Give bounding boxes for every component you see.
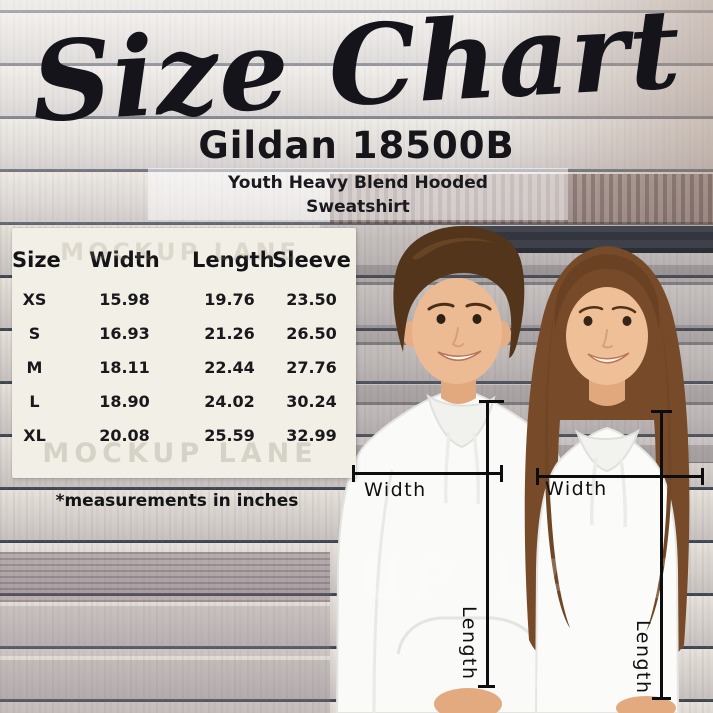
- girl-length-line-top-cap: [651, 410, 672, 413]
- boy-width-line: [353, 472, 503, 475]
- table-cell: M: [26, 358, 43, 377]
- table-cell: L: [29, 392, 40, 411]
- table-header-sleeve: Sleeve: [272, 248, 351, 272]
- product-name: Gildan 18500B: [198, 124, 515, 167]
- subtitle-line1: Youth Heavy Blend Hooded: [228, 173, 488, 193]
- size-table: Size Width Length Sleeve XS 15.98 19.76 …: [12, 240, 356, 454]
- boy-length-line-top-cap: [479, 400, 504, 403]
- table-cell: 19.76: [204, 290, 255, 309]
- table-cell: 30.24: [286, 392, 337, 411]
- table-cell: XL: [23, 426, 46, 445]
- girl-width-line: [537, 475, 704, 478]
- size-table-panel: Size Width Length Sleeve XS 15.98 19.76 …: [12, 228, 356, 478]
- girl-width-line-right-cap: [701, 468, 704, 485]
- table-cell: 26.50: [286, 324, 337, 343]
- table-cell: 32.99: [286, 426, 337, 445]
- table-header-width: Width: [89, 248, 160, 272]
- table-cell: 27.76: [286, 358, 337, 377]
- table-cell: 20.08: [99, 426, 150, 445]
- measurements-footnote: *measurements in inches: [55, 491, 299, 511]
- boy-length-label: Length: [458, 606, 480, 681]
- boy-width-line-left-cap: [352, 465, 355, 482]
- boy-length-line: [486, 401, 489, 688]
- table-cell: 21.26: [204, 324, 255, 343]
- table-cell: XS: [22, 290, 47, 309]
- table-cell: S: [28, 324, 41, 343]
- table-header-length: Length: [192, 248, 275, 272]
- wood-mauve-plank-1: [0, 552, 330, 602]
- table-cell: 22.44: [204, 358, 255, 377]
- subtitle-line2: Sweatshirt: [306, 197, 410, 217]
- girl-length-label: Length: [632, 620, 654, 695]
- table-cell: 15.98: [99, 290, 150, 309]
- table-cell: 18.90: [99, 392, 150, 411]
- table-cell: 24.02: [204, 392, 255, 411]
- table-cell: 16.93: [99, 324, 150, 343]
- table-cell: 23.50: [286, 290, 337, 309]
- wood-mauve-plank-3: [0, 660, 330, 713]
- table-header-size: Size: [12, 248, 61, 272]
- girl-length-line: [660, 411, 663, 700]
- wood-mauve-plank-2: [0, 606, 330, 656]
- girl-length-line-bottom-cap: [652, 697, 671, 700]
- table-cell: 25.59: [204, 426, 255, 445]
- boy-width-line-right-cap: [500, 465, 503, 482]
- girl-width-label: Width: [545, 478, 608, 500]
- boy-width-label: Width: [364, 479, 427, 501]
- girl-figure: [524, 246, 690, 713]
- table-cell: 18.11: [99, 358, 150, 377]
- subtitle-band: [148, 168, 568, 220]
- boy-length-line-bottom-cap: [478, 685, 495, 688]
- girl-width-line-left-cap: [536, 468, 539, 485]
